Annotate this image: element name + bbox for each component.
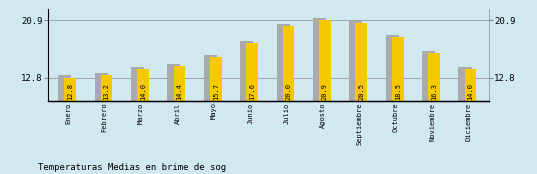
Text: 20.5: 20.5 <box>358 83 364 100</box>
Bar <box>319 20 331 101</box>
Text: 20.9: 20.9 <box>322 83 328 100</box>
Bar <box>64 77 76 101</box>
Bar <box>246 44 258 101</box>
Text: 13.2: 13.2 <box>104 83 110 100</box>
Bar <box>355 23 367 101</box>
Bar <box>58 75 71 101</box>
Bar <box>173 66 185 101</box>
Text: 16.3: 16.3 <box>431 83 437 100</box>
Text: Temperaturas Medias en brime de sog: Temperaturas Medias en brime de sog <box>38 163 226 172</box>
Text: 15.7: 15.7 <box>213 83 219 100</box>
Text: 20.0: 20.0 <box>286 83 292 100</box>
Bar <box>204 55 217 101</box>
Bar <box>131 67 144 101</box>
Bar <box>459 67 471 101</box>
Bar <box>386 35 399 101</box>
Bar <box>240 41 253 101</box>
Bar <box>465 69 476 101</box>
Bar <box>282 26 294 101</box>
Bar <box>422 51 435 101</box>
Text: 17.6: 17.6 <box>249 83 255 100</box>
Bar <box>95 73 107 101</box>
Bar <box>349 21 362 101</box>
Bar <box>101 75 112 101</box>
Bar <box>137 69 149 101</box>
Text: 14.0: 14.0 <box>468 83 474 100</box>
Bar <box>277 24 289 101</box>
Bar <box>313 18 326 101</box>
Bar <box>210 57 222 101</box>
Bar <box>429 53 440 101</box>
Bar <box>392 37 403 101</box>
Text: 14.4: 14.4 <box>176 83 183 100</box>
Text: 14.0: 14.0 <box>140 83 146 100</box>
Text: 12.8: 12.8 <box>67 83 73 100</box>
Bar <box>168 64 180 101</box>
Text: 18.5: 18.5 <box>395 83 401 100</box>
